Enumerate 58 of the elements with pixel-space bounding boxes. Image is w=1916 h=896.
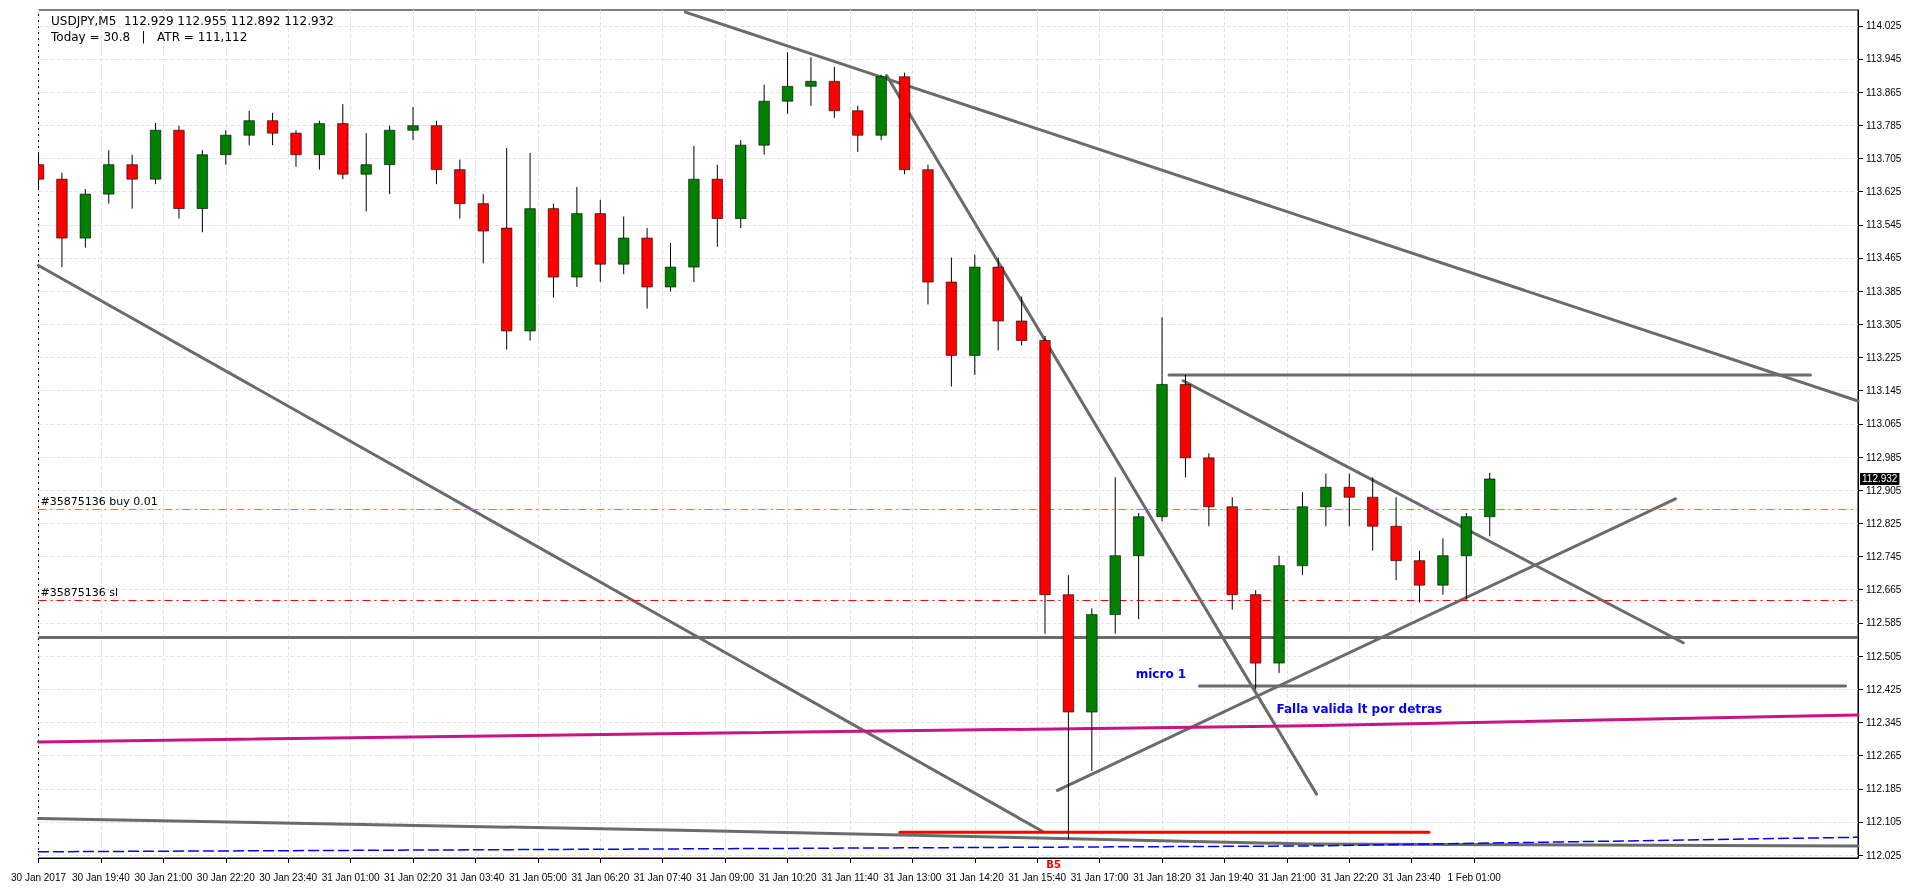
- y-tick-label: 112.265: [1866, 750, 1902, 762]
- x-tick-label: 31 Jan 06:20: [571, 871, 630, 883]
- y-tick-label: 113.785: [1866, 119, 1902, 131]
- y-tick-label: 112.905: [1866, 484, 1902, 496]
- y-tick-label: 113.145: [1866, 385, 1902, 397]
- x-tick-label: 31 Jan 02:20: [384, 871, 443, 883]
- x-tick-label: 31 Jan 11:40: [821, 871, 879, 883]
- y-tick-label: 113.625: [1866, 186, 1902, 198]
- annotation: Falla valida lt por detras: [1276, 701, 1443, 716]
- x-tick-label: 30 Jan 2017: [10, 871, 67, 883]
- y-tick-label: 112.585: [1866, 617, 1902, 629]
- y-tick-label: 114.025: [1866, 20, 1902, 32]
- x-tick-label: 30 Jan 23:40: [259, 871, 318, 883]
- y-tick-label: 112.425: [1866, 683, 1902, 695]
- y-tick-label: 113.385: [1866, 285, 1902, 297]
- x-tick-label: 31 Jan 07:40: [633, 871, 693, 883]
- y-tick-label: 112.825: [1866, 517, 1902, 529]
- x-tick-label: 31 Jan 05:00: [508, 871, 568, 883]
- y-tick-label: 113.305: [1866, 318, 1902, 330]
- x-tick-label: 31 Jan 10:20: [758, 871, 817, 883]
- x-tick-label: 31 Jan 15:40: [1008, 871, 1067, 883]
- y-tick-label: 112.185: [1866, 783, 1902, 795]
- ref-line-label: #35875136 buy 0.01: [40, 494, 158, 508]
- x-tick-label: 31 Jan 03:40: [446, 871, 505, 883]
- x-tick-label: 31 Jan 19:40: [1195, 871, 1254, 883]
- y-tick-label: 113.225: [1866, 351, 1902, 363]
- y-tick-label: 113.865: [1866, 86, 1902, 98]
- x-tick-label: 1 Feb 01:00: [1447, 871, 1502, 883]
- x-tick-label: 31 Jan 21:00: [1257, 871, 1317, 883]
- chart-title: USDJPY,M5 112.929 112.955 112.892 112.932: [51, 14, 334, 28]
- y-tick-label: 112.105: [1866, 816, 1902, 828]
- x-tick-label: 31 Jan 14:20: [945, 871, 1005, 883]
- x-tick-label: 31 Jan 23:40: [1382, 871, 1442, 883]
- x-tick-label: 31 Jan 22:20: [1320, 871, 1379, 883]
- text: B5: [1046, 858, 1061, 870]
- y-tick-label: 112.505: [1866, 650, 1902, 662]
- y-tick-label: 112.665: [1866, 584, 1902, 596]
- x-tick-label: 31 Jan 13:00: [883, 871, 942, 883]
- x-tick-label: 30 Jan 22:20: [196, 871, 256, 883]
- y-tick-label: 113.065: [1866, 418, 1902, 430]
- y-tick-label: 113.705: [1866, 152, 1902, 164]
- y-tick-label: 112.025: [1866, 849, 1902, 861]
- y-tick-label: 112.745: [1866, 551, 1902, 563]
- y-tick-label: 112.985: [1866, 451, 1902, 463]
- y-tick-label: 113.545: [1866, 219, 1902, 231]
- x-tick-label: 30 Jan 21:00: [134, 871, 193, 883]
- y-tick-label: 113.465: [1866, 252, 1902, 264]
- y-tick-label: 112.345: [1866, 716, 1902, 728]
- ref-line-label: #35875136 sl: [40, 586, 119, 600]
- x-tick-label: 31 Jan 18:20: [1133, 871, 1192, 883]
- y-tick-label: 113.945: [1866, 53, 1902, 65]
- annotation: micro 1: [1135, 666, 1187, 681]
- x-tick-label: 31 Jan 09:00: [696, 871, 755, 883]
- x-tick-label: 30 Jan 19:40: [72, 871, 131, 883]
- x-tick-label: 31 Jan 17:00: [1070, 871, 1129, 883]
- text: Today = 30.8 | ATR = 111,112: [50, 30, 248, 44]
- text: 112.932: [1862, 473, 1898, 485]
- x-tick-label: 31 Jan 01:00: [321, 871, 380, 883]
